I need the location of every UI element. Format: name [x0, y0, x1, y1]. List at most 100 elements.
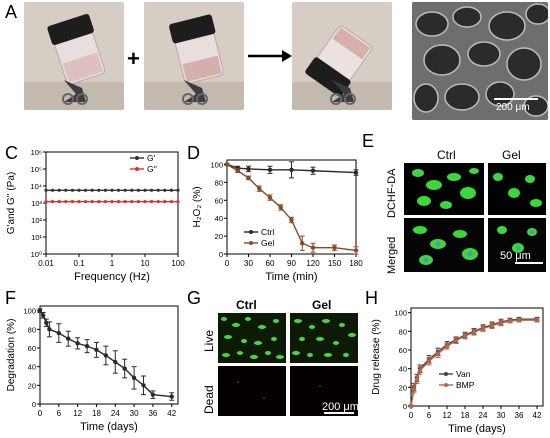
vial-illustration-1 [24, 2, 124, 110]
x-tick-label: 60 [266, 259, 275, 268]
y-tick-label: 10⁴ [30, 182, 42, 191]
legend-marker [444, 372, 448, 376]
data-point [44, 320, 49, 325]
sem-porous-texture [412, 2, 548, 120]
data-point [435, 351, 441, 356]
y-tick-label: 20 [28, 381, 36, 390]
data-point [417, 368, 423, 373]
data-point [37, 308, 43, 313]
data-point [534, 317, 540, 323]
x-tick-label: 100 [171, 259, 185, 268]
legend-label: G'' [147, 164, 157, 174]
x-tick-label: 18 [92, 409, 101, 418]
x-axis-label: Time (days) [448, 423, 506, 435]
data-point [94, 347, 99, 353]
sem-image: 200 μm [412, 2, 548, 120]
legend-label: Gel [261, 238, 274, 248]
panel-e-row-merged: Merged [386, 236, 398, 274]
data-point [150, 392, 156, 397]
data-point [70, 200, 75, 204]
y-axis-label: H₂O₂ (%) [192, 186, 203, 227]
panel-e-scalebar-label: 50 μm [500, 250, 531, 262]
data-point [40, 313, 46, 318]
data-point [489, 323, 495, 328]
series-main [37, 308, 175, 401]
data-point [414, 377, 420, 383]
data-point [169, 394, 174, 399]
legend-label: G' [147, 153, 156, 163]
merged-cells-e3 [413, 226, 478, 265]
legend-marker [135, 167, 139, 171]
x-tick-label: 36 [148, 409, 157, 418]
data-point [169, 200, 174, 204]
data-point [224, 162, 230, 167]
chart-c: 0.01 0.1 1 10 100 10⁰ 10¹ 10² 10³ 10⁴ 10⁵ 10⁶ Freque… [6, 148, 185, 283]
data-point [110, 188, 114, 192]
data-point [70, 188, 75, 192]
data-point [498, 320, 504, 326]
data-point [353, 170, 359, 175]
data-point [57, 188, 61, 192]
data-point [143, 188, 147, 192]
data-point [123, 200, 127, 204]
micro-g-gel-live [290, 313, 358, 363]
chart-h: 0 6 12 18 24 30 36 42 0 20 40 60 80 100 Time (days) Dru… [371, 307, 544, 435]
data-point [169, 188, 174, 192]
x-tick-label: 24 [479, 411, 488, 420]
data-point [267, 167, 273, 173]
data-point [176, 200, 180, 204]
series-Gel [224, 162, 359, 255]
data-point [131, 375, 137, 381]
data-point [97, 200, 101, 204]
x-tick-label: 150 [328, 259, 342, 268]
data-point [136, 188, 141, 192]
x-tick-label: 0 [38, 409, 43, 418]
x-tick-label: 6 [57, 409, 62, 418]
vial-illustration-2 [144, 2, 244, 110]
data-point [235, 168, 240, 173]
data-point [57, 200, 61, 204]
y-tick-label: 100 [23, 307, 36, 316]
data-point [90, 200, 94, 204]
sem-scalebar-line [494, 98, 538, 100]
plus-sign: + [127, 46, 140, 71]
x-tick-label: 10 [141, 259, 150, 268]
y-tick-label: 60 [215, 196, 223, 205]
y-tick-label: 100 [210, 160, 223, 169]
data-point [257, 186, 262, 191]
data-point [84, 343, 90, 349]
live-cells-g1 [221, 317, 284, 359]
live-cells-g2 [292, 319, 356, 357]
micro-g-ctrl-dead [218, 366, 286, 416]
legend-label: BMP [456, 380, 475, 390]
chart-frame [410, 307, 544, 407]
y-tick-label: 10⁶ [31, 148, 42, 157]
data-point [136, 200, 141, 204]
x-tick-label: 30 [497, 411, 506, 420]
x-tick-label: 12 [73, 409, 82, 418]
x-tick-label: 24 [111, 409, 120, 418]
data-point [516, 317, 522, 323]
y-tick-label: 60 [399, 346, 407, 355]
panel-label-a: A [5, 2, 18, 22]
data-point [64, 200, 68, 204]
vial-photo-3 [292, 2, 392, 110]
data-point [332, 245, 337, 250]
series-BMP [408, 317, 540, 409]
data-point [141, 383, 146, 388]
data-point [77, 200, 81, 204]
data-point [480, 326, 486, 331]
y-tick-label: 40 [399, 365, 407, 374]
panel-g-col-gel: Gel [312, 298, 332, 312]
x-tick-label: 0.01 [38, 259, 54, 268]
series-line [410, 319, 537, 407]
data-point [149, 188, 154, 192]
data-point [156, 200, 160, 204]
data-point [50, 188, 55, 192]
x-tick-label: 6 [427, 411, 432, 420]
data-point [163, 200, 167, 204]
y-tick-label: 0 [403, 402, 407, 411]
y-tick-label: 40 [215, 214, 223, 223]
data-point [310, 168, 316, 173]
x-tick-label: 0.1 [73, 259, 85, 268]
